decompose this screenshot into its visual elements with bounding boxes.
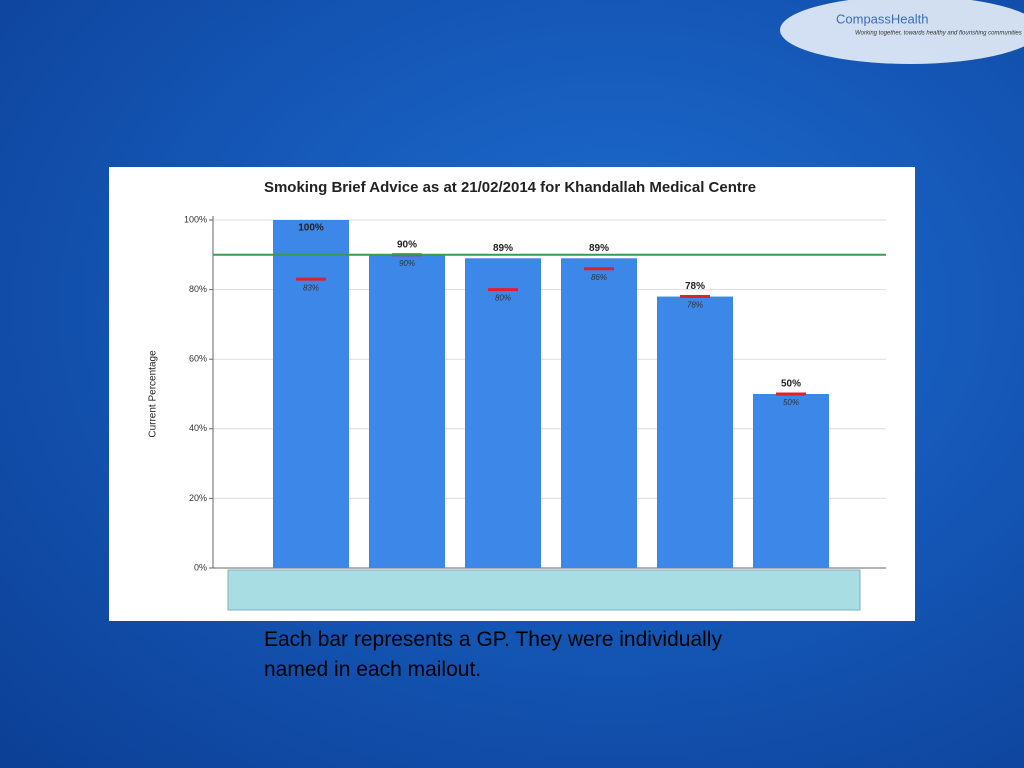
bar — [657, 296, 733, 568]
logo-tagline: Working together, towards healthy and fl… — [855, 31, 1022, 37]
caption: Each bar represents a GP. They were indi… — [264, 628, 722, 681]
logo-name: CompassHealth — [836, 11, 929, 26]
y-tick-label: 80% — [189, 284, 207, 294]
marker-label: 50% — [783, 398, 799, 407]
y-tick-label: 40% — [189, 423, 207, 433]
label-cover — [227, 569, 861, 611]
logo: CompassHealth Working together, towards … — [780, 0, 1024, 64]
y-tick-label: 60% — [189, 354, 207, 364]
y-axis-label: Current Percentage — [148, 350, 159, 438]
marker-label: 83% — [303, 283, 319, 292]
bar — [369, 254, 445, 569]
marker-label: 90% — [399, 259, 415, 268]
marker-label: 86% — [591, 273, 607, 282]
chart-title: Smoking Brief Advice as at 21/02/2014 fo… — [264, 179, 756, 196]
value-label: 89% — [589, 243, 609, 254]
marker-label: 80% — [495, 294, 511, 303]
value-label: 90% — [397, 239, 417, 250]
y-tick-label: 100% — [184, 214, 207, 224]
bar — [561, 258, 637, 568]
logo-backdrop — [780, 0, 1024, 64]
y-tick-label: 20% — [189, 493, 207, 503]
value-label: 50% — [781, 379, 801, 390]
marker-label: 78% — [687, 301, 703, 310]
value-label: 100% — [298, 223, 324, 234]
value-label: 89% — [493, 243, 513, 254]
value-label: 78% — [685, 281, 705, 292]
bar — [465, 258, 541, 568]
bar — [753, 394, 829, 568]
bar — [273, 220, 349, 568]
y-tick-label: 0% — [194, 562, 207, 572]
